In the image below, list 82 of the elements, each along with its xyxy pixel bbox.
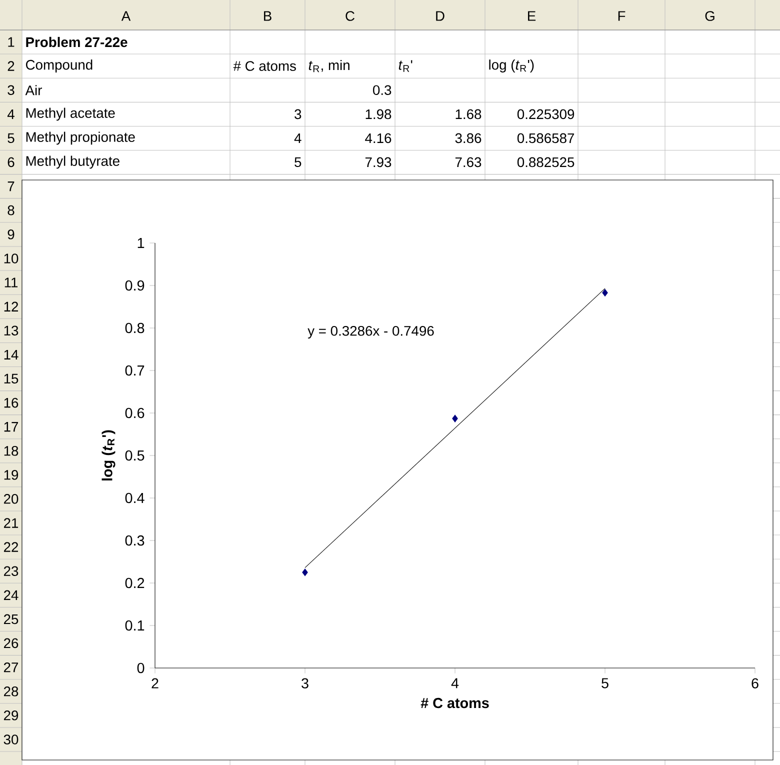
text: A [121,11,131,21]
point [452,414,458,422]
y-tick-label: 1 [138,238,144,248]
text: G [705,11,714,21]
text: 14 [4,350,18,360]
text: 28 [4,686,18,696]
text: 3.86 [455,133,482,144]
text: Compound [26,60,92,72]
text: Air [25,85,42,96]
y-tick-label: 0.1 [125,620,144,631]
text: 4 [294,133,302,143]
text: t$_{R}$' [398,60,412,72]
text: B [264,11,272,21]
text: Methyl acetate [26,108,115,121]
text: t$_{R}$, min [308,60,350,72]
x-tick-label: 5 [602,678,608,688]
text: D [436,11,444,21]
text: 20 [4,494,18,504]
text: 17 [4,422,18,432]
text: E [528,11,536,21]
x-tick-label: 3 [302,678,308,688]
text: 0.882525 [517,157,574,168]
point [302,568,308,576]
text: 3 [294,109,302,120]
text: 25 [4,614,18,624]
text: 0.3 [373,85,392,96]
text: 9 [8,230,14,240]
text: 21 [4,518,18,528]
x-tick-label: 2 [152,678,158,688]
text: 0.586587 [517,133,574,144]
text: # C atoms [233,61,296,71]
x-axis-title: # C atoms [420,698,489,708]
text: F [618,11,626,21]
text: Methyl butyrate [26,156,120,169]
text: log (t$_{R}$') [489,60,534,72]
text: Problem 27-22e [26,36,128,48]
text: 29 [4,710,18,720]
text: 5 [8,133,14,144]
text: C [346,11,354,21]
text: 24 [4,590,18,600]
y-tick-label: 0.4 [125,492,144,504]
y-tick-label: 0.3 [125,535,144,546]
text: 11 [4,278,18,288]
text: 6 [8,157,14,168]
text: 1.68 [456,109,482,120]
text: 5 [294,157,302,168]
y-tick-label: 0.9 [125,280,144,291]
text: 0.225309 [517,109,574,120]
y-tick-label: 0.6 [125,408,144,418]
text: 13 [4,326,18,336]
text: 22 [4,542,18,552]
x-tick-label: 4 [451,678,459,688]
text: 30 [4,734,18,744]
text: 23 [4,566,18,576]
text: 7.93 [365,157,392,168]
y-tick-label: 0 [137,662,144,674]
text: 4 [7,109,14,119]
text: 12 [4,302,18,312]
text: 4.16 [365,133,392,144]
text: 1 [8,37,14,47]
text: 2 [8,61,14,71]
text: 26 [4,638,18,648]
text: 7 [8,182,14,192]
text: 15 [4,374,18,384]
text: 16 [4,398,18,408]
text: 1.98 [366,109,392,120]
text: 18 [4,446,18,456]
point [602,288,608,296]
y-tick-label: 0.5 [125,450,144,461]
y-tick-label: 0.2 [125,578,144,588]
text: 8 [8,205,14,216]
x-tick-label: 6 [752,678,758,688]
text: 19 [4,470,18,480]
text: 10 [4,254,18,264]
text: Methyl propionate [26,132,135,145]
annotation: y = 0.3286x - 0.7496 [308,326,434,339]
y-tick-label: 0.8 [125,322,144,334]
text: 27 [4,662,18,672]
text: 7.63 [455,157,482,168]
y-axis-title: log (t$_{R}$') [102,430,116,480]
text: 3 [8,85,14,96]
y-tick-label: 0.7 [125,365,144,376]
